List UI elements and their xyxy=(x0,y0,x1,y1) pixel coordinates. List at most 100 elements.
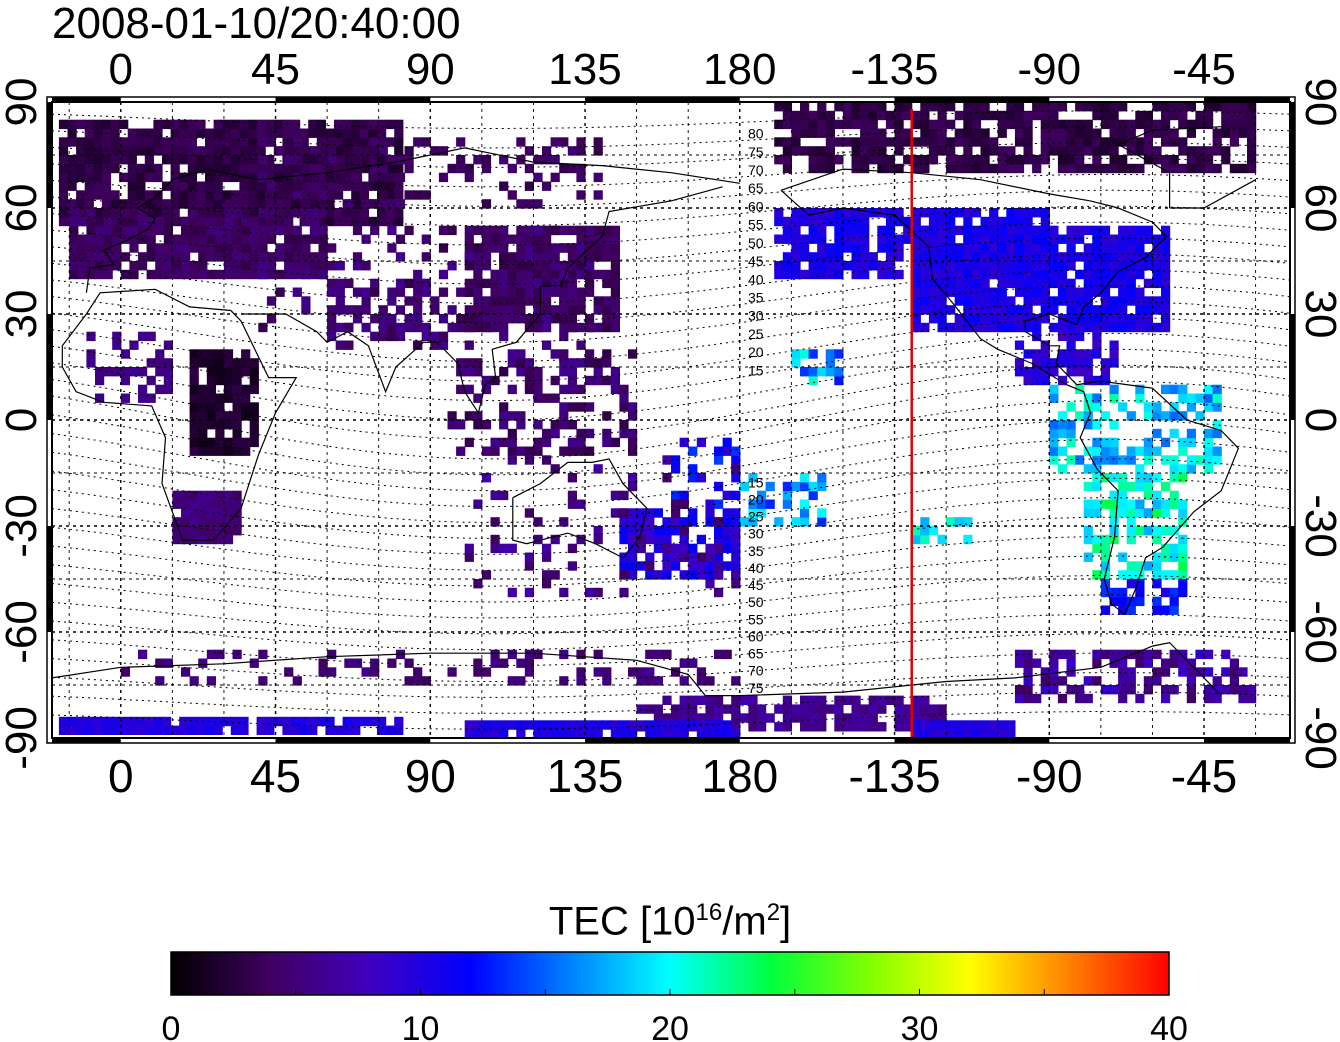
tec-cell xyxy=(1118,128,1128,138)
tec-cell xyxy=(550,137,560,147)
tec-cell xyxy=(1169,110,1179,121)
tec-cell xyxy=(1100,252,1111,262)
mlat-contour xyxy=(52,110,1290,129)
tec-cell xyxy=(198,358,208,368)
tec-cell xyxy=(292,234,302,244)
tec-cell xyxy=(868,252,878,262)
tec-cell xyxy=(1014,287,1025,297)
tec-cell xyxy=(1229,667,1239,677)
tec-cell xyxy=(963,729,973,738)
tec-cell xyxy=(1126,314,1136,324)
tec-cell xyxy=(842,225,853,236)
tec-cell xyxy=(1135,481,1145,492)
tec-cell xyxy=(980,146,990,156)
tec-cell xyxy=(602,234,612,244)
tec-cell xyxy=(971,278,982,289)
tec-cell xyxy=(567,146,577,156)
tec-cell xyxy=(559,278,569,289)
tec-cell xyxy=(559,296,569,306)
tec-cell xyxy=(1023,296,1033,306)
tec-cell xyxy=(954,269,964,280)
tec-cell xyxy=(1152,296,1162,306)
tec-cell xyxy=(86,331,96,342)
tec-cell xyxy=(825,155,835,165)
tec-cell xyxy=(808,349,818,359)
tec-cell xyxy=(189,225,199,236)
tec-cell xyxy=(499,261,509,271)
tec-cell xyxy=(885,243,896,253)
tec-cell xyxy=(1118,508,1128,518)
tec-cell xyxy=(928,720,939,730)
tec-cell xyxy=(76,155,86,165)
lon-label-top: 180 xyxy=(703,45,776,94)
tec-cell xyxy=(963,243,973,253)
tec-cell xyxy=(842,695,853,705)
contour-label-south: 25 xyxy=(748,509,764,525)
tec-cell xyxy=(1143,261,1153,271)
tec-cell xyxy=(602,278,612,289)
tec-cell xyxy=(187,199,197,209)
tec-cell xyxy=(911,322,921,333)
tec-cell xyxy=(299,181,309,191)
tec-cell xyxy=(928,234,939,244)
tec-cell xyxy=(722,561,732,571)
tec-cell xyxy=(1006,146,1016,156)
tec-cell xyxy=(585,314,595,324)
tec-cell xyxy=(903,102,913,112)
tec-cell xyxy=(1143,155,1153,165)
tec-cell xyxy=(110,128,120,138)
tec-cell xyxy=(903,110,913,121)
tec-cell xyxy=(928,278,939,289)
tec-cell xyxy=(1109,490,1119,501)
tec-cell xyxy=(997,278,1007,289)
tec-cell xyxy=(808,119,818,130)
tec-cell xyxy=(542,287,552,297)
tec-cell xyxy=(576,649,586,660)
tec-cell xyxy=(636,704,646,714)
tec-cell xyxy=(602,305,612,315)
tec-cell xyxy=(316,172,326,183)
tec-cell xyxy=(516,278,526,289)
magnetic-latitude-contours xyxy=(52,110,1290,730)
tec-cell xyxy=(1204,384,1214,395)
tec-cell xyxy=(1152,155,1162,165)
tec-cell xyxy=(800,146,810,156)
tec-cell xyxy=(1204,155,1214,165)
tec-cell xyxy=(101,725,112,735)
tec-cell xyxy=(928,146,939,156)
tec-cell xyxy=(232,375,242,386)
tec-cell xyxy=(370,287,380,297)
tec-cell xyxy=(1212,420,1222,430)
tec-cell xyxy=(1083,349,1093,359)
tec-cell xyxy=(198,393,208,403)
tec-cell xyxy=(688,517,698,527)
tec-cell xyxy=(610,243,620,253)
tec-cell xyxy=(275,216,285,227)
tec-cell xyxy=(342,181,352,191)
tec-cell xyxy=(894,722,904,732)
tec-cell xyxy=(309,146,320,156)
tec-cell xyxy=(265,172,275,183)
tec-cell xyxy=(309,216,320,227)
tec-cell xyxy=(997,720,1007,730)
tec-cell xyxy=(963,119,973,130)
tec-cell xyxy=(327,243,337,253)
tec-cell xyxy=(576,720,586,730)
tec-cell xyxy=(421,278,431,289)
tec-cell xyxy=(946,305,956,315)
tec-cell xyxy=(473,261,483,271)
tec-cell xyxy=(782,490,792,501)
tec-cell xyxy=(69,208,79,218)
tec-cell xyxy=(387,287,397,297)
tec-cell xyxy=(153,163,163,174)
tec-cell xyxy=(800,695,810,705)
tec-cell xyxy=(110,163,120,174)
tec-cell xyxy=(1083,252,1093,262)
tec-cell xyxy=(163,367,173,377)
tec-cell xyxy=(963,534,973,545)
tec-cell xyxy=(808,261,818,271)
tec-cell xyxy=(954,720,964,730)
tec-cell xyxy=(421,190,431,200)
tec-cell xyxy=(989,216,999,227)
tec-cell xyxy=(533,199,543,209)
